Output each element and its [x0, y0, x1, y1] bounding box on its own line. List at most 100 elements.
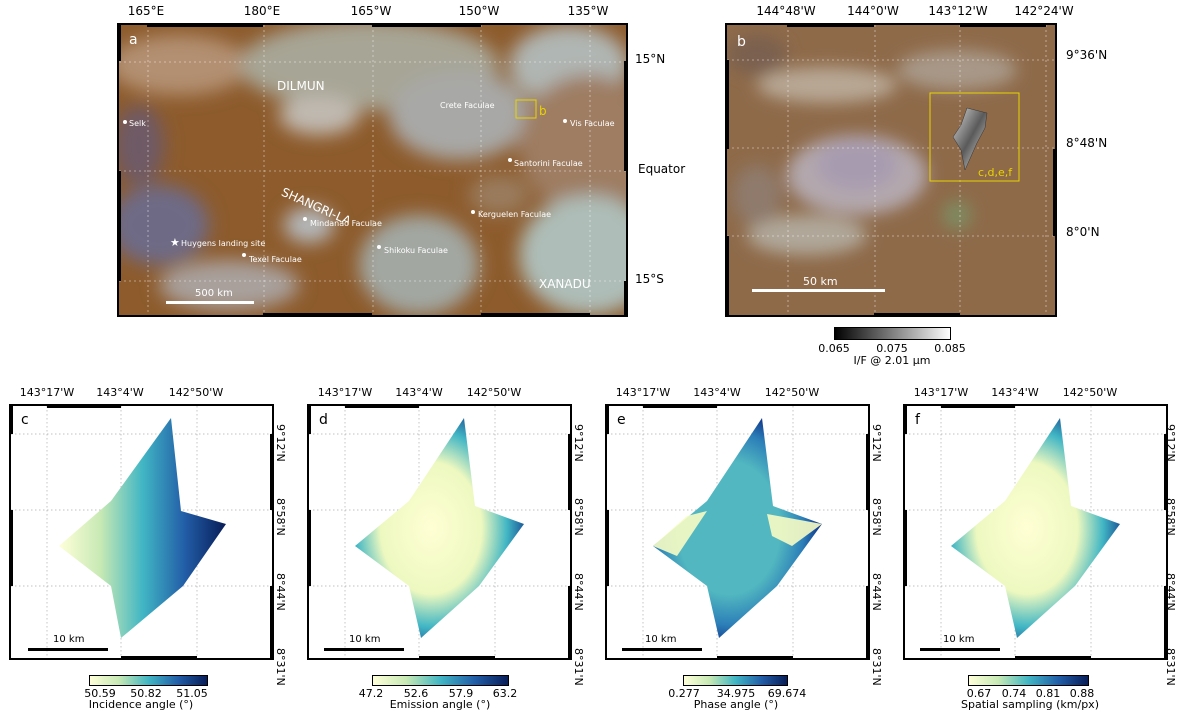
- scale-bar-label: 500 km: [195, 288, 233, 299]
- feature-dot: [123, 120, 127, 124]
- colorbar-title: Spatial sampling (km/px): [961, 698, 1099, 711]
- colorbar-tick: 34.975: [716, 687, 756, 700]
- lon-tick: 143°4'W: [96, 386, 144, 399]
- feature-label: Selk: [129, 119, 146, 128]
- lon-tick: 143°4'W: [693, 386, 741, 399]
- inset-label: b: [539, 104, 547, 118]
- lat-tick: 8°58'N: [274, 498, 287, 536]
- frame-ticks: [903, 404, 1168, 660]
- scale-bar-label: 50 km: [803, 275, 838, 288]
- map-a: a DILMUN SHANGRI-LA XANADU Selk Crete Fa…: [117, 23, 628, 317]
- lat-tick: 9°12'N: [572, 424, 585, 462]
- scale-bar: [622, 648, 702, 651]
- scale-bar: [920, 648, 1000, 651]
- feature-label: Santorini Faculae: [514, 159, 583, 168]
- phase-map: [607, 406, 868, 658]
- lon-tick: 142°50'W: [168, 386, 224, 399]
- map-e: e 10 km: [605, 404, 870, 660]
- colorbar-tick: 50.82: [130, 687, 162, 700]
- frame-ticks: [117, 23, 628, 317]
- lat-tick: 15°N: [635, 52, 666, 66]
- lon-tick: 142°50'W: [764, 386, 820, 399]
- scale-bar-label: 10 km: [53, 634, 85, 645]
- feature-dot: [242, 253, 246, 257]
- sampling-map: [905, 406, 1166, 658]
- feature-dot: [303, 217, 307, 221]
- panel-letter: a: [129, 32, 138, 48]
- panel-letter: c: [21, 412, 29, 428]
- scale-bar-label: 10 km: [645, 634, 677, 645]
- lon-tick: 142°24'W: [1014, 4, 1074, 18]
- colorbar: [372, 675, 509, 686]
- lat-tick: 8°58'N: [572, 498, 585, 536]
- lon-tick: 143°17'W: [317, 386, 373, 399]
- lon-tick: 180°E: [243, 4, 281, 18]
- lat-tick: 8°31'N: [572, 648, 585, 686]
- region-label: DILMUN: [277, 79, 325, 93]
- feature-label: Shikoku Faculae: [384, 246, 448, 255]
- panel-letter: b: [737, 34, 746, 50]
- lon-tick: 144°0'W: [847, 4, 899, 18]
- feature-label: Kerguelen Faculae: [478, 210, 552, 219]
- lat-tick: 8°58'N: [870, 498, 883, 536]
- colorbar-tick: 52.6: [403, 687, 429, 700]
- colorbar-title: Emission angle (°): [389, 698, 491, 711]
- panel-letter: f: [915, 412, 920, 428]
- frame-ticks: [307, 404, 572, 660]
- panel-letter: e: [617, 412, 626, 428]
- lon-tick: 143°4'W: [991, 386, 1039, 399]
- frame-ticks: [725, 23, 1057, 317]
- lon-tick: 144°48'W: [756, 4, 816, 18]
- lon-tick: 143°4'W: [395, 386, 443, 399]
- colorbar-tick: 0.88: [1069, 687, 1095, 700]
- map-b: b c,d,e,f 50 km: [725, 23, 1057, 317]
- colorbar-tick: 0.085: [934, 342, 966, 355]
- map-f: f 10 km: [903, 404, 1168, 660]
- lon-tick: 165°E: [127, 4, 165, 18]
- lat-tick: 8°44'N: [572, 573, 585, 611]
- colorbar-tick: 51.05: [176, 687, 208, 700]
- lon-tick: 150°W: [458, 4, 500, 18]
- colorbar: [968, 675, 1089, 686]
- titan-mosaic: [119, 25, 626, 315]
- map-d: d 10 km: [307, 404, 572, 660]
- colorbar-tick: 50.59: [84, 687, 116, 700]
- colorbar-tick: 63.2: [492, 687, 518, 700]
- lon-tick: 143°17'W: [615, 386, 671, 399]
- colorbar-tick: 0.277: [668, 687, 700, 700]
- region-label: XANADU: [539, 277, 591, 291]
- titan-zoom-mosaic: [727, 25, 1055, 315]
- colorbar-tick: 69.674: [767, 687, 807, 700]
- lat-tick: 9°12'N: [274, 424, 287, 462]
- inset-label: c,d,e,f: [978, 166, 1013, 179]
- lon-tick: 143°12'W: [928, 4, 988, 18]
- feature-dot: [563, 119, 567, 123]
- frame-ticks: [9, 404, 274, 660]
- lon-tick: 143°17'W: [19, 386, 75, 399]
- incidence-map: [11, 406, 272, 658]
- colorbar-tick: 0.67: [966, 687, 992, 700]
- panel-letter: d: [319, 412, 328, 428]
- lat-tick: Equator: [638, 162, 686, 176]
- colorbar-tick: 0.74: [1001, 687, 1027, 700]
- feature-dot: [377, 245, 381, 249]
- colorbar-gray: [834, 327, 951, 340]
- scale-bar: [166, 301, 254, 304]
- colorbar: [89, 675, 208, 686]
- colorbar-tick: 0.075: [876, 342, 908, 355]
- colorbar-title: Incidence angle (°): [88, 698, 194, 711]
- feature-dot: [508, 158, 512, 162]
- colorbar-title: Phase angle (°): [693, 698, 779, 711]
- colorbar-tick: 0.065: [818, 342, 850, 355]
- emission-map: [309, 406, 570, 658]
- lon-tick: 142°50'W: [466, 386, 522, 399]
- colorbar-title: I/F @ 2.01 μm: [853, 354, 931, 367]
- lat-tick: 8°31'N: [870, 648, 883, 686]
- lon-tick: 165°W: [350, 4, 392, 18]
- scale-bar: [28, 648, 108, 651]
- lat-tick: 8°44'N: [870, 573, 883, 611]
- feature-label: Vis Faculae: [570, 119, 615, 128]
- lat-tick: 8°58'N: [1164, 498, 1177, 536]
- feature-label: Crete Faculae: [440, 101, 495, 110]
- map-c: c 10 km: [9, 404, 274, 660]
